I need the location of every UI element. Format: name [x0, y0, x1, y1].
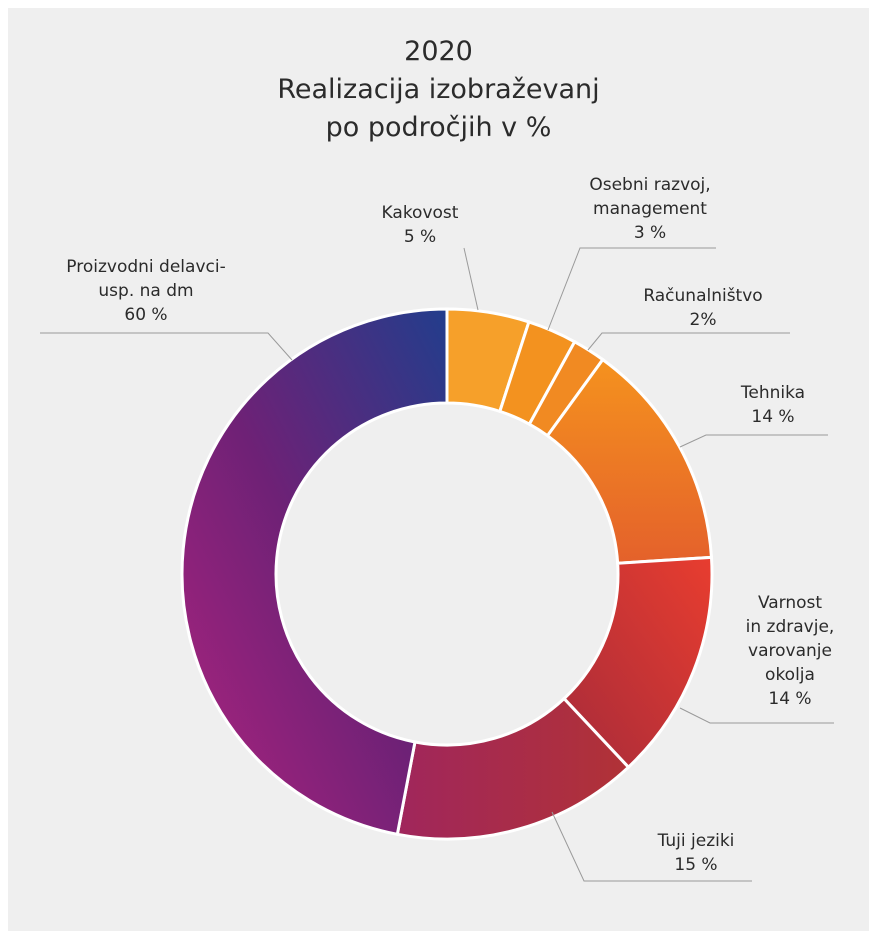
leader-line-5 — [551, 811, 752, 882]
slice-label-line: Računalništvo — [643, 286, 762, 306]
slice-6 — [180, 307, 449, 837]
chart-title: 2020 Realizacija izobraževanj po področj… — [0, 33, 877, 147]
slice-label-line: 14 % — [768, 689, 811, 709]
slice-label-line: in zdravje, — [746, 617, 835, 637]
slice-label-6: Proizvodni delavci-usp. na dm 60 % — [66, 257, 225, 325]
slice-label-line: Kakovost — [382, 203, 459, 223]
slice-label-2: Računalništvo 2% — [643, 286, 762, 330]
slice-label-line: varovanje — [748, 641, 832, 661]
leader-line-3 — [679, 434, 828, 448]
slice-label-line: 3 % — [634, 223, 666, 243]
leader-line-0 — [463, 247, 479, 311]
slice-label-line: 15 % — [674, 855, 717, 875]
slice-label-line: 60 % — [124, 305, 167, 325]
slice-label-line: Proizvodni delavci- — [66, 257, 225, 277]
slice-label-3: Tehnika 14 % — [740, 383, 805, 427]
slice-label-line: 14 % — [751, 407, 794, 427]
slice-label-line: management — [593, 199, 707, 219]
slice-label-1: Osebni razvoj, management 3 % — [589, 175, 710, 243]
leader-line-1 — [547, 247, 716, 331]
slice-label-5: Tuji jeziki 15 % — [657, 831, 735, 875]
chart-title-line-1: 2020 — [404, 36, 473, 67]
slice-label-line: 5 % — [404, 227, 436, 247]
slice-label-4: Varnost in zdravje, varovanje okolja 14 % — [746, 593, 835, 709]
slice-label-line: Varnost — [758, 593, 822, 613]
slice-label-line: Osebni razvoj, — [589, 175, 710, 195]
slice-label-line: Tehnika — [740, 383, 805, 403]
leader-line-6 — [40, 332, 293, 361]
leader-line-4 — [679, 707, 834, 724]
slice-label-line: 2% — [690, 310, 717, 330]
slice-label-line: okolja — [765, 665, 815, 685]
chart-title-line-2: Realizacija izobraževanj — [277, 74, 600, 105]
chart-title-line-3: po področjih v % — [325, 112, 552, 143]
slice-label-0: Kakovost 5 % — [382, 203, 459, 247]
slice-label-line: usp. na dm — [98, 281, 193, 301]
slice-label-line: Tuji jeziki — [657, 831, 735, 851]
leader-line-2 — [587, 332, 790, 351]
